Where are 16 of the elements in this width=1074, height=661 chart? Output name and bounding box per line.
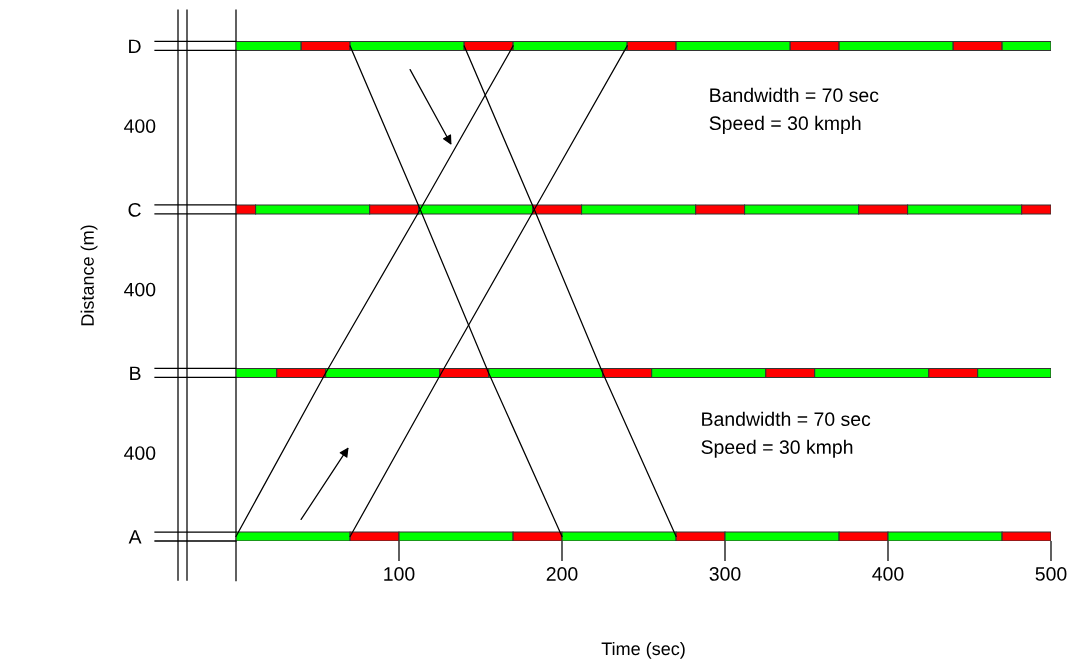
x-tick-label: 500 bbox=[1035, 567, 1067, 581]
x-tick-label: 300 bbox=[709, 567, 741, 581]
y-tick-label: A bbox=[128, 530, 142, 544]
annotation: Bandwidth = 70 sec Speed = 30 kmph bbox=[709, 87, 879, 134]
text: 400 bbox=[124, 282, 156, 297]
text: 400 bbox=[124, 119, 156, 133]
y-tick-label: C bbox=[128, 202, 141, 217]
y-axis-title: Distance (m) bbox=[80, 225, 98, 326]
annotation: Bandwidth = 70 sec Speed = 30 kmph bbox=[701, 411, 871, 458]
y-tick-label: D bbox=[129, 39, 141, 54]
x-tick-label: 400 bbox=[872, 567, 904, 581]
x-tick-label: 200 bbox=[546, 567, 578, 581]
x-axis-title: Time (sec) bbox=[601, 641, 685, 659]
text: 400 bbox=[124, 446, 156, 460]
y-tick-label: B bbox=[130, 366, 141, 381]
x-tick-label: 100 bbox=[384, 567, 415, 581]
